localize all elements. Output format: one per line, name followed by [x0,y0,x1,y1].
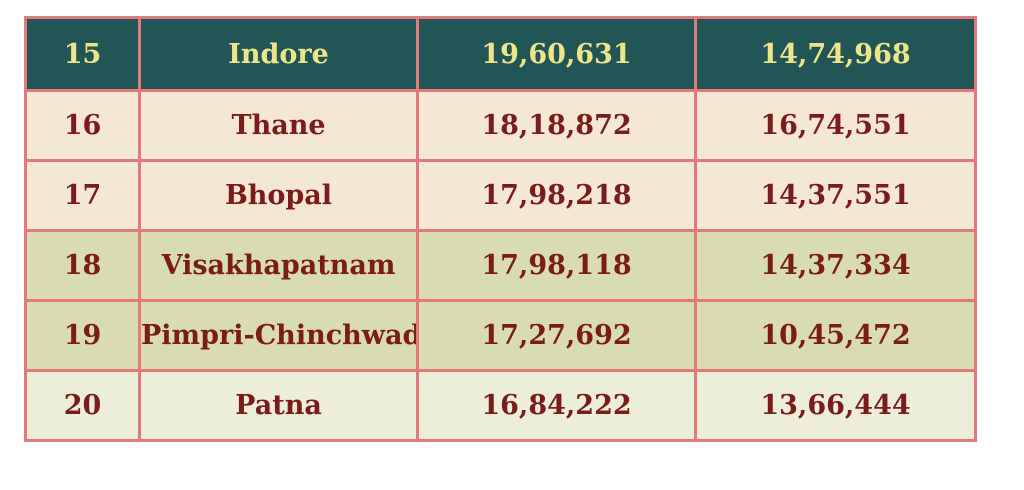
population-cell: 10,45,472 [694,299,977,372]
population-cell: 19,60,631 [416,16,697,92]
city-cell: Patna [138,369,419,442]
table-row: 16 Thane 18,18,872 16,74,551 [24,89,977,162]
table-row: 19 Pimpri-Chinchwad 17,27,692 10,45,472 [24,299,977,372]
rank-cell: 19 [24,299,141,372]
rank-cell: 17 [24,159,141,232]
population-cell: 17,98,118 [416,229,697,302]
city-population-table: 15 Indore 19,60,631 14,74,968 16 Thane 1… [24,16,977,442]
city-cell: Thane [138,89,419,162]
rank-cell: 16 [24,89,141,162]
table-row: 20 Patna 16,84,222 13,66,444 [24,369,977,442]
rank-cell: 15 [24,16,141,92]
city-cell: Visakhapatnam [138,229,419,302]
rank-cell: 18 [24,229,141,302]
population-cell: 16,74,551 [694,89,977,162]
table-row: 18 Visakhapatnam 17,98,118 14,37,334 [24,229,977,302]
city-cell: Indore [138,16,419,92]
population-cell: 13,66,444 [694,369,977,442]
population-cell: 14,37,334 [694,229,977,302]
table-row: 17 Bhopal 17,98,218 14,37,551 [24,159,977,232]
population-cell: 14,37,551 [694,159,977,232]
rank-cell: 20 [24,369,141,442]
city-cell: Bhopal [138,159,419,232]
city-cell: Pimpri-Chinchwad [138,299,419,372]
population-cell: 18,18,872 [416,89,697,162]
population-cell: 17,98,218 [416,159,697,232]
population-cell: 16,84,222 [416,369,697,442]
population-cell: 14,74,968 [694,16,977,92]
table-row: 15 Indore 19,60,631 14,74,968 [24,16,977,92]
population-cell: 17,27,692 [416,299,697,372]
